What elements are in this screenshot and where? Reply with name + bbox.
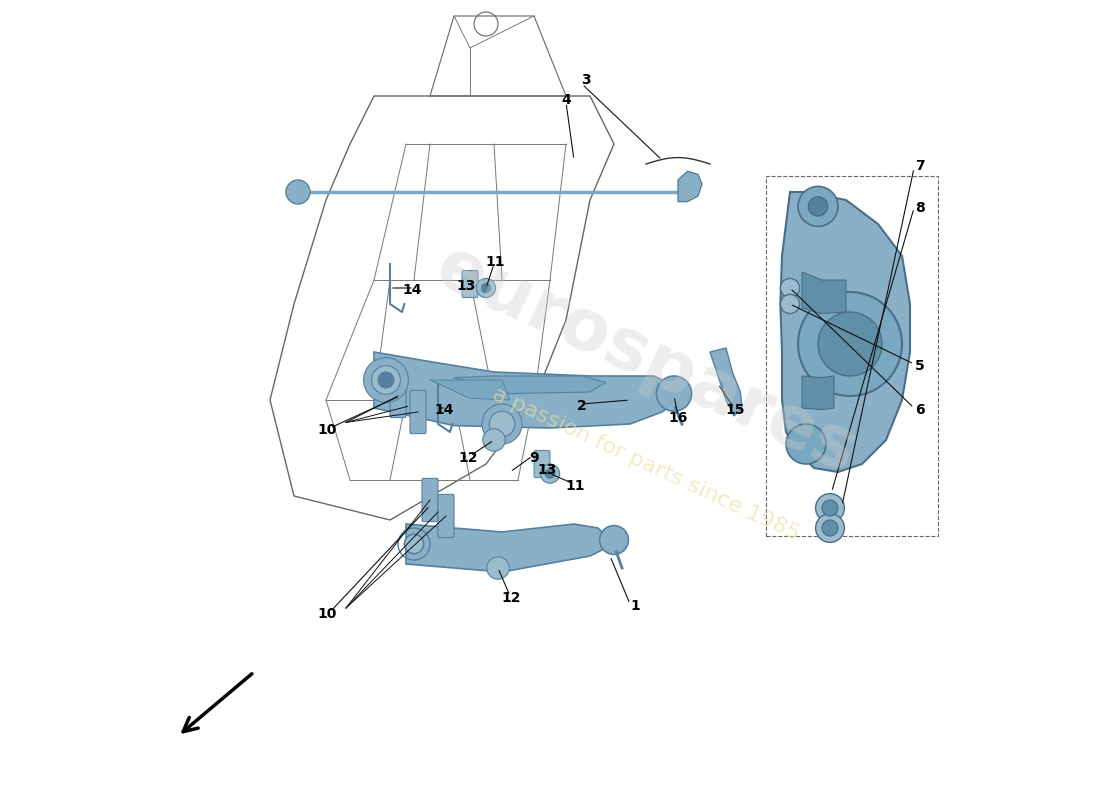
Text: 11: 11 [565,479,585,494]
Text: eurospares: eurospares [425,232,868,488]
Text: 10: 10 [318,422,338,437]
Polygon shape [454,376,606,394]
Polygon shape [678,171,702,202]
Circle shape [780,278,800,298]
Text: 11: 11 [486,255,505,270]
Circle shape [483,429,505,451]
Circle shape [600,526,628,554]
Circle shape [286,180,310,204]
Circle shape [490,411,515,437]
Text: 13: 13 [456,279,475,294]
FancyBboxPatch shape [462,270,478,298]
Circle shape [364,358,408,402]
Text: 7: 7 [915,159,924,174]
Text: 6: 6 [915,402,924,417]
Circle shape [372,366,400,394]
Circle shape [786,424,826,464]
Circle shape [546,469,554,478]
Circle shape [798,292,902,396]
Text: 1: 1 [630,598,640,613]
Text: 13: 13 [538,462,558,477]
Circle shape [476,278,496,298]
Polygon shape [802,376,834,410]
Polygon shape [406,524,614,572]
Circle shape [822,500,838,516]
Text: 2: 2 [578,399,587,414]
Circle shape [378,372,394,388]
Text: 9: 9 [529,450,539,465]
Text: 12: 12 [459,450,478,465]
FancyBboxPatch shape [410,390,426,434]
FancyBboxPatch shape [438,494,454,538]
Text: 5: 5 [915,358,924,373]
FancyBboxPatch shape [422,478,438,522]
Circle shape [815,514,845,542]
Circle shape [798,186,838,226]
Polygon shape [780,192,910,472]
Text: 10: 10 [318,607,338,622]
Polygon shape [374,352,678,428]
Text: 3: 3 [581,73,591,87]
FancyBboxPatch shape [390,374,406,418]
Text: 14: 14 [403,282,422,297]
Polygon shape [430,380,510,400]
Text: 14: 14 [434,402,454,417]
Circle shape [540,464,560,483]
Polygon shape [710,348,742,416]
Circle shape [487,557,509,579]
Text: 8: 8 [915,201,924,215]
FancyBboxPatch shape [534,450,550,478]
Circle shape [405,534,424,554]
Circle shape [481,283,491,293]
Text: 12: 12 [502,591,521,606]
Circle shape [815,494,845,522]
Circle shape [818,312,882,376]
Circle shape [808,197,827,216]
Circle shape [822,520,838,536]
Polygon shape [802,272,846,314]
Circle shape [657,376,692,411]
Text: 15: 15 [726,402,746,417]
Circle shape [482,404,522,444]
Circle shape [780,294,800,314]
Text: 4: 4 [561,93,571,107]
Text: a passion for parts since 1985: a passion for parts since 1985 [490,384,803,544]
Text: 16: 16 [669,410,688,425]
